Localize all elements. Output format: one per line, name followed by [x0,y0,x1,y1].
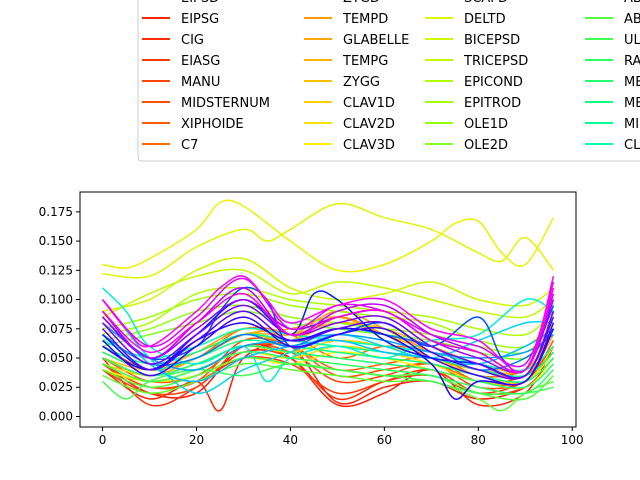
axes-frame [79,191,577,428]
legend-label-clav1d: CLAV1D [343,96,395,111]
legend-label-tempd: TEMPD [342,12,388,27]
y-axis: 0.000 0.025 0.050 0.075 0.100 0.125 0.150 0.175 [39,205,80,423]
legend-label-ra: RA [624,54,640,69]
x-tick-label: 0 [99,433,107,447]
legend-label-ole1d: OLE1D [464,117,508,132]
legend-label-cl: CL [624,138,640,153]
legend-label-ab: AB [624,0,640,6]
legend-label-tempg: TEMPG [342,54,388,69]
y-tick-label: 0.000 [39,409,73,423]
y-tick-label: 0.150 [39,234,73,248]
legend-label-tricepsd: TRICEPSD [463,54,528,69]
x-tick-label: 80 [471,433,486,447]
series-line-unlabeled-26 [102,363,554,400]
legend-label-me: ME [624,75,640,90]
legend-label-eiasg: EIASG [181,54,220,69]
legend-label-midsternum: MIDSTERNUM [181,96,270,111]
x-tick-label: 60 [377,433,392,447]
series-line-deltd [102,202,555,279]
legend: EIPSD ZYGD SCAPD AB EIPSG TEMPD DELTD AB CIG GLAB… [137,0,640,162]
legend-label-cig: CIG [181,33,204,48]
y-tick-label: 0.025 [39,380,73,394]
legend-label-xiphoide: XIPHOIDE [181,117,244,132]
series-line-unlabeled-47 [101,287,555,373]
legend-label-bicepsd: BICEPSD [464,33,520,48]
legend-label-eipsd: EIPSD [181,0,219,6]
series-line-unlabeled-41 [101,310,555,380]
y-tick-label: 0.100 [39,293,73,307]
series-line-manu [102,343,555,396]
y-tick-label: 0.175 [39,205,73,219]
legend-label-clav2d: CLAV2D [343,117,395,132]
series-line-unlabeled-34 [101,310,554,383]
legend-label-mi: MI [624,117,639,132]
legend-label-epitrod: EPITROD [464,96,521,111]
legend-label-epicond: EPICOND [464,75,523,90]
legend-label-ab: AB [624,12,640,27]
legend-label-scapd: SCAPD [464,0,508,6]
series-line-unlabeled-24 [102,362,554,412]
x-tick-label: 100 [561,433,584,447]
series-line-unlabeled-27 [102,351,555,395]
x-tick-label: 40 [283,433,298,447]
series-line-cig [101,349,555,407]
legend-label-me: ME [624,96,640,111]
y-tick-label: 0.075 [39,322,73,336]
series-line-unlabeled-40 [102,316,555,386]
x-axis: 0 20 40 60 80 100 [99,427,584,447]
legend-box [137,0,640,162]
series-line-unlabeled-46 [101,275,555,373]
legend-label-ole2d: OLE2D [464,138,508,153]
x-tick-label: 20 [189,433,204,447]
y-tick-label: 0.050 [39,351,73,365]
series-line-scapd [102,199,555,273]
legend-label-zygg: ZYGG [343,75,380,90]
legend-label-zygd: ZYGD [343,0,380,6]
series-line-unlabeled-28 [102,345,555,389]
legend-label-glabelle: GLABELLE [343,33,409,48]
legend-label-deltd: DELTD [464,12,506,27]
legend-label-eipsg: EIPSG [181,12,219,27]
legend-label-ul: UL [624,33,640,48]
legend-label-c7: C7 [181,138,198,153]
series-layer [101,199,555,412]
y-tick-label: 0.125 [39,263,73,277]
legend-label-manu: MANU [181,75,220,90]
series-line-tricepsd [102,268,554,319]
legend-label-clav3d: CLAV3D [343,138,395,153]
series-line-unlabeled-42 [101,304,555,379]
